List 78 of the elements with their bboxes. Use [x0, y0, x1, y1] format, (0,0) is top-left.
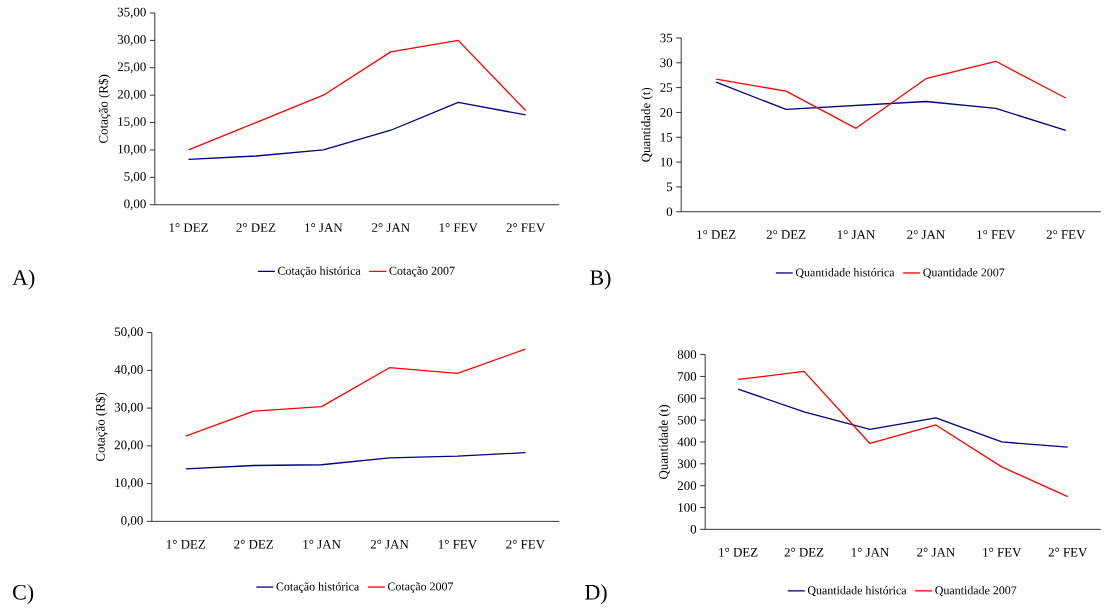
legend-label: Cotação histórica	[277, 266, 361, 278]
y-tick-label: 15	[660, 132, 673, 142]
text: B)	[590, 269, 611, 290]
x-tick-label: 2° JAN	[372, 223, 410, 232]
y-tick-label: 0	[690, 524, 697, 534]
y-tick-label: 400	[677, 437, 697, 447]
line-series	[737, 370, 1069, 498]
y-tick-label: 30	[660, 58, 673, 68]
x-tick-label: 2° JAN	[917, 547, 955, 557]
y-tick-label: 300	[677, 459, 697, 469]
y-tick-label: 800	[677, 350, 697, 359]
line-series	[185, 451, 527, 470]
text: D)	[585, 584, 607, 604]
line-series	[737, 388, 1069, 448]
legend-label: Quantidade 2007	[935, 585, 1017, 597]
x-tick-label: 1° FEV	[438, 539, 477, 549]
x-tick-label: 1° DEZ	[166, 539, 206, 549]
y-axis-title: Quantidade (t)	[641, 87, 653, 162]
y-tick-label: 35	[660, 33, 673, 43]
y-tick-label: 40,00	[114, 364, 143, 376]
y-tick-label: 20,00	[117, 89, 146, 101]
x-tick-label: 1° DEZ	[169, 223, 208, 232]
y-tick-label: 200	[677, 481, 697, 490]
line-series	[185, 348, 527, 437]
y-axis-title: Quantidade (t)	[658, 404, 671, 479]
y-tick-label: 600	[677, 393, 697, 403]
y-tick-label: 30,00	[117, 34, 146, 46]
y-axis-title: Cotação (R$)	[95, 392, 108, 461]
y-tick-label: 25,00	[117, 62, 146, 73]
x-tick-label: 2° FEV	[506, 223, 546, 232]
y-tick-label: 20,00	[114, 440, 143, 452]
line-series	[187, 39, 527, 151]
x-tick-label: 2° DEZ	[784, 547, 824, 557]
y-tick-label: 0	[666, 207, 673, 216]
y-tick-label: 15,00	[118, 117, 146, 128]
legend-label: Quantidade histórica	[807, 585, 907, 597]
line-series	[715, 60, 1067, 129]
text: A)	[12, 269, 35, 290]
x-tick-label: 2° FEV	[1046, 230, 1086, 239]
legend-label: Quantidade histórica	[795, 267, 895, 279]
legend-label: Quantidade 2007	[923, 267, 1005, 279]
x-tick-label: 1° JAN	[303, 539, 341, 549]
y-tick-label: 10,00	[115, 478, 143, 489]
x-tick-label: 2° JAN	[370, 539, 409, 549]
y-tick-label: 5,00	[124, 171, 146, 183]
x-tick-label: 1° FEV	[983, 547, 1022, 557]
x-tick-label: 1° JAN	[837, 230, 875, 239]
x-tick-label: 2° FEV	[506, 539, 545, 549]
x-tick-label: 2° DEZ	[236, 223, 276, 232]
x-tick-label: 1° FEV	[439, 223, 478, 232]
legend-label: Cotação 2007	[389, 266, 455, 278]
y-tick-label: 5	[666, 182, 673, 192]
y-tick-label: 30,00	[114, 402, 143, 414]
x-tick-label: 2° FEV	[1048, 547, 1088, 557]
x-tick-label: 2° DEZ	[234, 539, 273, 549]
legend-label: Cotação histórica	[276, 582, 360, 593]
x-tick-label: 1° DEZ	[719, 547, 758, 557]
y-tick-label: 35,00	[117, 7, 146, 19]
y-tick-label: 100	[678, 503, 697, 512]
x-tick-label: 1° FEV	[977, 230, 1016, 239]
y-tick-label: 10,00	[118, 144, 146, 156]
y-tick-label: 25	[660, 83, 673, 92]
y-tick-label: 0,00	[121, 515, 143, 527]
x-tick-label: 1° DEZ	[697, 230, 736, 239]
y-tick-label: 10	[660, 157, 673, 167]
y-tick-label: 20	[660, 107, 673, 117]
line-series	[187, 101, 527, 160]
y-tick-label: 50,00	[114, 327, 143, 338]
x-tick-label: 2° JAN	[907, 230, 945, 239]
x-tick-label: 2° DEZ	[766, 230, 806, 239]
legend-label: Cotação 2007	[387, 582, 454, 593]
text: C)	[13, 584, 34, 604]
y-tick-label: 500	[678, 415, 697, 425]
y-axis-title: Cotação (R$)	[98, 74, 111, 143]
x-tick-label: 1° JAN	[305, 223, 343, 232]
y-tick-label: 0,00	[124, 199, 146, 210]
y-tick-label: 700	[678, 371, 697, 381]
x-tick-label: 1° JAN	[851, 547, 889, 557]
